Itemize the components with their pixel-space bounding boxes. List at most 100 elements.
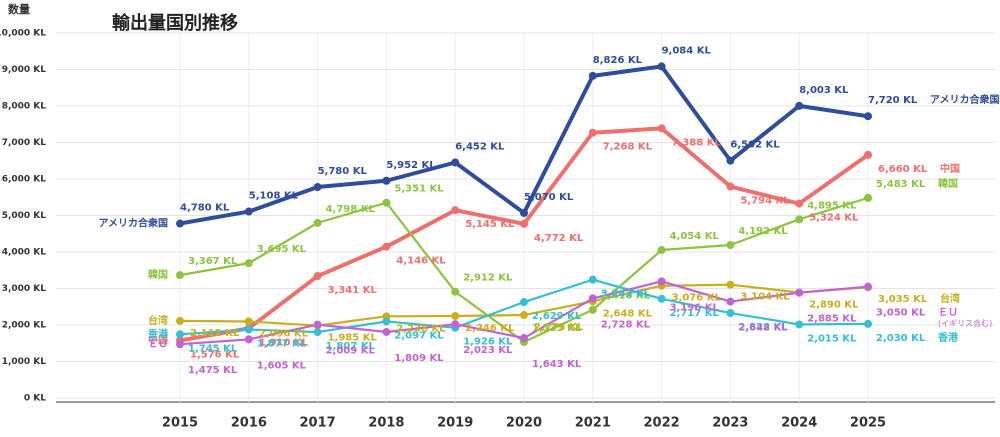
data-label: 5,108 KL [249,191,299,202]
y-tick-label: 6,000 KL [2,175,47,185]
data-point [176,316,184,325]
data-label: 5,780 KL [318,166,368,177]
data-label: 3,104 KL [740,292,790,303]
data-label: 3,076 KL [672,293,722,304]
data-point [657,62,666,71]
legend-note: (イギリス含む) [938,318,992,328]
data-point [864,319,872,328]
data-point [313,183,322,192]
y-tick-label: 10,000 KL [0,29,46,39]
data-point [176,219,184,228]
data-point [726,309,735,318]
data-label: 2,015 KL [807,333,857,344]
data-point [726,280,735,289]
legend-left: 韓国 [148,268,168,281]
data-point [451,320,460,329]
data-label: 4,895 KL [807,200,857,211]
legend-left: ＥＵ [148,338,168,350]
data-point [382,198,391,207]
legend-left: 中国 [148,333,168,346]
data-point [588,71,597,80]
data-label: 6,502 KL [730,140,780,151]
y-tick-label: 8,000 KL [2,102,47,112]
legend-right: 香港 [938,331,959,344]
data-point [244,259,253,268]
x-tick-label: 2019 [437,416,473,431]
y-tick-label: 0 KL [24,394,46,404]
x-tick-label: 2018 [368,416,404,431]
x-tick-label: 2015 [162,416,198,431]
legend-right: 韓国 [938,177,958,190]
data-point [588,294,597,303]
data-label: 4,054 KL [670,231,720,242]
legend-right: 中国 [940,162,960,175]
y-tick-label: 4,000 KL [2,248,47,258]
data-point [726,182,735,191]
data-point [176,271,184,280]
data-point [864,112,872,121]
legend-left: 台湾 [148,314,168,327]
data-label: 6,452 KL [455,142,505,153]
data-label: 1,745 KL [188,343,238,354]
data-label: 4,798 KL [326,204,376,215]
data-point [520,208,528,217]
y-tick-label: 3,000 KL [2,284,47,294]
data-label: 8,003 KL [799,85,849,96]
data-label: 2,912 KL [463,273,513,284]
y-tick-label: 2,000 KL [2,321,47,331]
data-label: 1,576 KL [190,349,240,360]
data-point [726,156,735,165]
x-tick-label: 2024 [781,416,817,431]
data-point [795,199,804,208]
data-point [313,218,322,227]
data-label: 3,341 KL [328,285,378,296]
data-label: 3,695 KL [257,244,307,255]
data-label: 5,794 KL [740,196,790,207]
data-label: 7,388 KL [672,137,722,148]
data-label: 5,070 KL [524,192,574,203]
data-label: 7,268 KL [603,142,653,153]
data-label: 1,985 KL [328,333,378,344]
data-label: 3,035 KL [878,294,928,305]
data-point [313,328,322,337]
data-point [795,215,804,224]
data-label: 2,023 KL [463,345,513,356]
data-point [244,325,253,334]
legend-right: 台湾 [940,292,960,305]
data-point [313,272,322,281]
data-point [520,298,528,307]
data-label: 2,009 KL [326,346,376,357]
data-label: 2,418 KL [601,291,651,302]
data-label: 1,809 KL [394,353,444,364]
data-label: 1,807 KL [326,341,376,352]
x-tick-label: 2025 [850,416,886,431]
data-label: 2,030 KL [876,333,926,344]
data-label: 4,772 KL [534,233,584,244]
data-label: 8,826 KL [593,55,643,66]
data-point [588,128,597,137]
data-label: 2,112 KL [190,328,240,339]
data-label: 2,246 KL [465,323,515,334]
data-label: 3,196 KL [670,302,720,313]
data-label: 2,238 KL [396,323,446,334]
data-point [244,335,253,344]
x-tick-label: 2017 [300,416,336,431]
data-label: 1,535 KL [532,323,582,334]
data-label: 2,890 KL [809,300,859,311]
data-label: 2,629 KL [532,311,582,322]
data-label: 5,324 KL [809,213,859,224]
data-label: 2,328 KL [738,322,788,333]
data-label: 7,720 KL [868,95,918,106]
legend-left: 香港 [148,327,169,340]
data-point [451,287,460,296]
data-label: 2,728 KL [601,319,651,330]
data-label: 9,084 KL [662,45,712,56]
data-label: 5,145 KL [465,219,515,230]
data-label: 3,050 KL [876,308,926,319]
data-point [726,240,735,249]
data-point [657,124,666,133]
y-tick-label: 5,000 KL [2,211,47,221]
data-point [657,294,666,303]
x-tick-label: 2023 [712,416,748,431]
data-point [657,277,666,286]
